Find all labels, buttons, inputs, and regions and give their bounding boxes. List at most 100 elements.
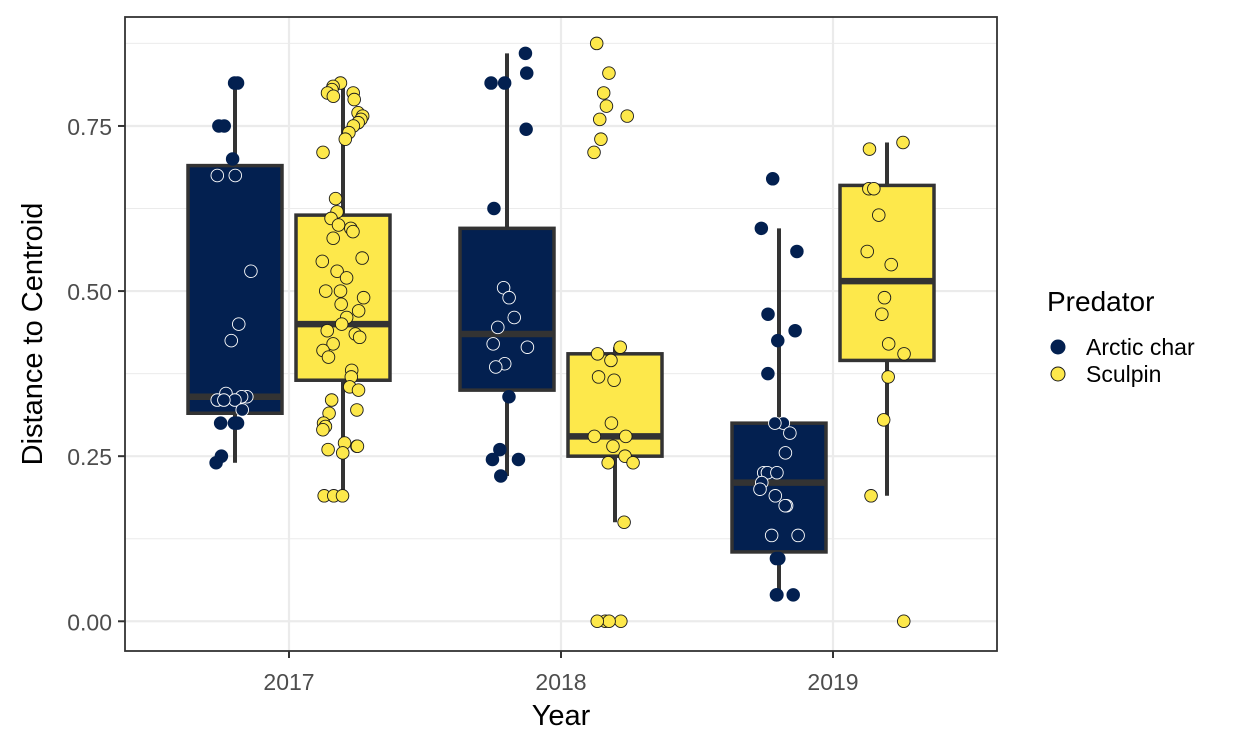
data-point (217, 119, 231, 133)
data-point (590, 347, 605, 361)
x-tick-label: 2017 (263, 669, 314, 695)
data-point (321, 350, 336, 364)
data-point (484, 76, 498, 90)
data-point (346, 224, 360, 239)
data-point (228, 168, 243, 183)
y-axis-title: Distance to Centroid (17, 203, 49, 466)
data-point (493, 442, 507, 457)
legend-label: Arctic char (1086, 334, 1195, 360)
data-point (518, 46, 533, 61)
data-point (235, 403, 249, 417)
data-point (626, 456, 640, 470)
data-point (507, 310, 521, 325)
data-point (328, 191, 343, 206)
data-point (519, 66, 534, 80)
data-point (604, 416, 619, 430)
legend-key (1050, 366, 1066, 382)
data-point (326, 231, 340, 245)
data-point (602, 66, 616, 80)
data-point (614, 614, 628, 629)
data-point (350, 403, 364, 417)
box-arctic-char-2019 (730, 228, 828, 595)
box-body (730, 421, 828, 554)
data-point (319, 284, 333, 298)
data-point (335, 446, 350, 460)
axis-layer: 0.00 0.25 0.50 0.75 2017 2018 2019 (67, 114, 858, 695)
data-point (617, 515, 631, 529)
data-point (872, 208, 886, 222)
data-point (244, 264, 258, 279)
data-point (765, 172, 780, 186)
data-point (772, 551, 786, 566)
data-point (511, 452, 526, 467)
box-body (186, 163, 284, 415)
data-point (315, 254, 330, 269)
data-point (338, 132, 353, 146)
data-point (351, 304, 366, 318)
x-axis-title: Year (532, 700, 591, 732)
data-point (768, 416, 782, 430)
data-point (897, 347, 911, 361)
data-point (487, 201, 501, 216)
data-point (227, 416, 242, 430)
data-point (770, 465, 784, 480)
legend-title: Predator (1047, 286, 1154, 317)
data-point (232, 317, 246, 331)
data-point (486, 337, 500, 351)
data-point (489, 360, 503, 374)
data-point (753, 482, 767, 496)
data-point (768, 489, 783, 503)
data-point (877, 290, 892, 305)
data-point (881, 370, 895, 384)
point-layer (209, 36, 911, 629)
data-point (602, 614, 616, 629)
data-point (862, 142, 877, 156)
data-point (355, 251, 369, 265)
data-point (321, 442, 335, 457)
data-point (502, 290, 516, 305)
data-point (876, 413, 891, 427)
data-point (587, 429, 602, 444)
data-point (884, 257, 898, 272)
data-point (589, 36, 604, 51)
y-tick-label: 0.00 (67, 609, 112, 635)
data-point (339, 271, 354, 285)
legend-key (1050, 339, 1066, 355)
data-point (331, 218, 346, 232)
data-point (213, 416, 228, 430)
data-point (324, 393, 339, 407)
box-body (838, 183, 936, 363)
data-point (771, 333, 785, 348)
data-point (591, 370, 606, 384)
data-point (778, 446, 793, 460)
data-point (790, 244, 804, 259)
data-point (613, 340, 627, 354)
data-point (604, 353, 618, 368)
legend-item-arctic-char: Arctic char (1050, 334, 1195, 360)
data-point (519, 122, 533, 137)
data-point (334, 297, 348, 312)
y-tick-label: 0.25 (67, 444, 112, 470)
data-point (320, 323, 335, 338)
data-point (347, 92, 361, 107)
data-point (352, 330, 367, 345)
data-point (860, 244, 874, 259)
data-point (761, 366, 775, 381)
data-point (209, 456, 223, 470)
data-point (497, 76, 512, 90)
data-point (491, 320, 505, 335)
data-point (316, 423, 330, 437)
x-tick-label: 2018 (535, 669, 586, 695)
data-point (596, 86, 611, 100)
data-point (786, 588, 800, 602)
data-point (599, 99, 614, 113)
data-point (224, 333, 239, 348)
data-point (770, 588, 784, 602)
data-point (230, 76, 245, 90)
data-point (606, 439, 620, 454)
data-point (761, 307, 775, 321)
box-body (458, 226, 556, 392)
data-point (764, 528, 779, 543)
